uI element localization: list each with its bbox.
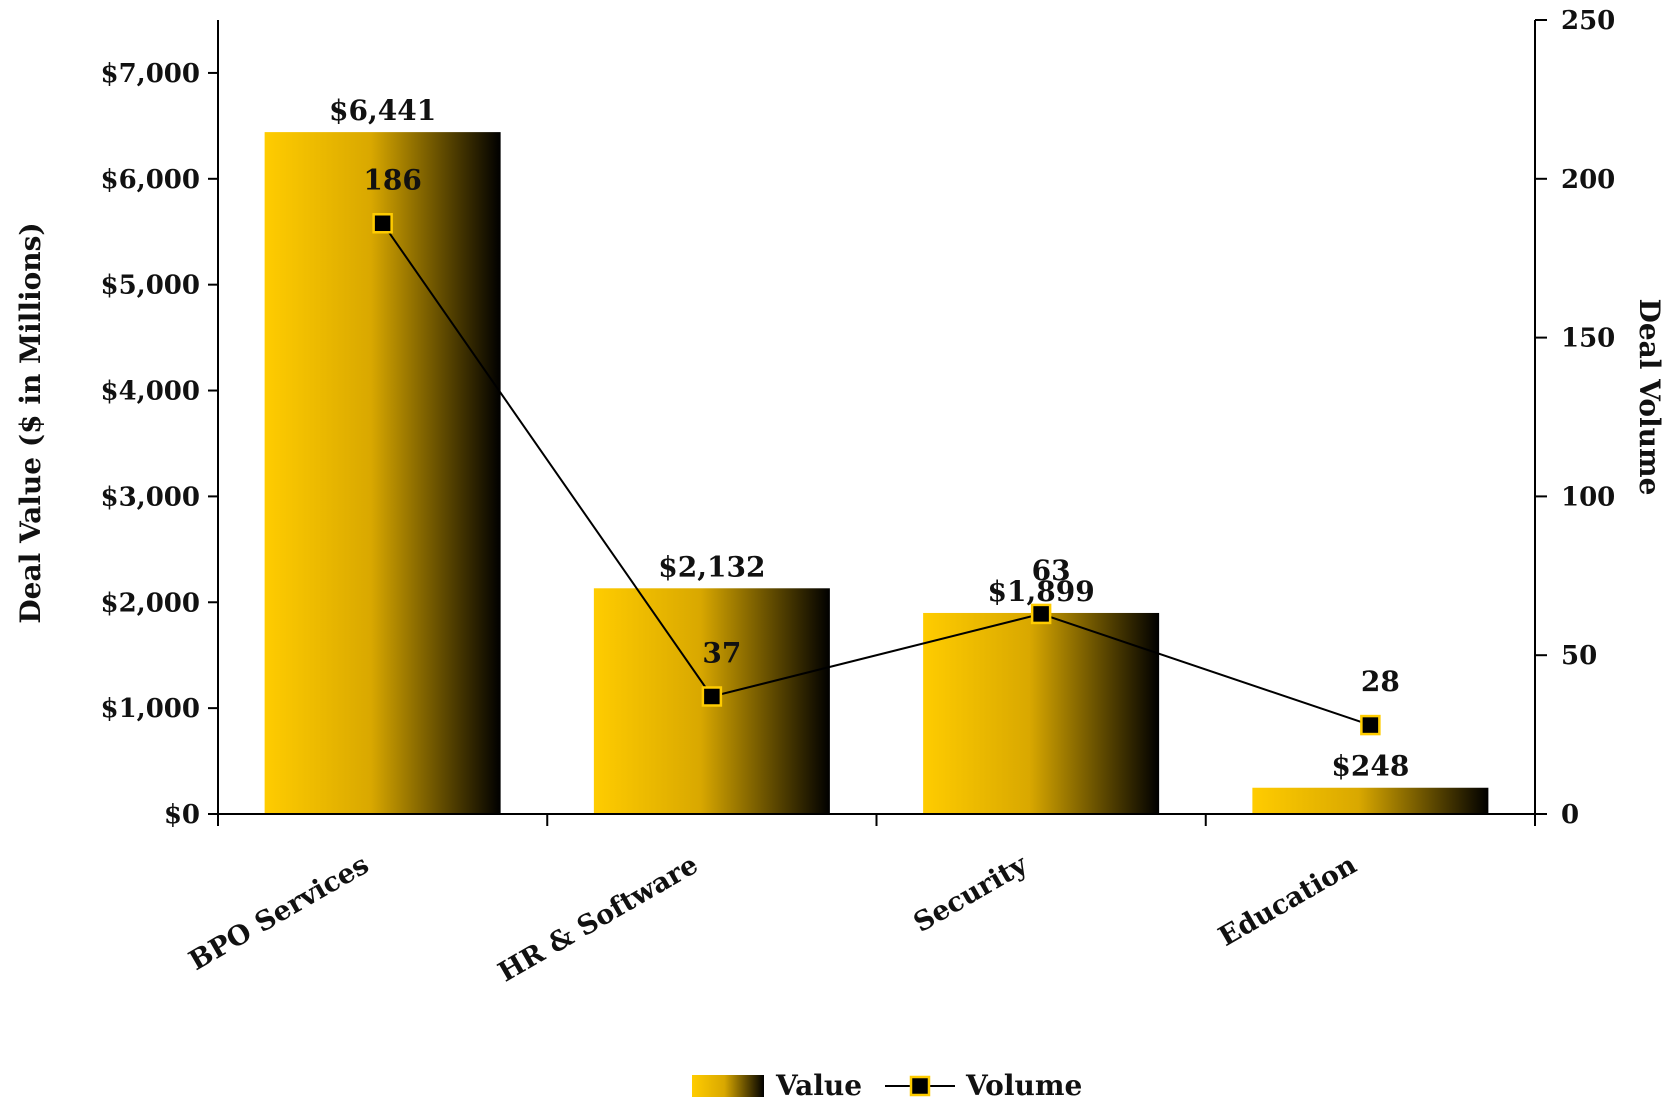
left-tick-label: $5,000 xyxy=(100,271,200,301)
axes-layer: $0 $1,000 $2,000 $3,000 $4,000 $5,000 $6,000 $7… xyxy=(14,6,1666,988)
line-layer xyxy=(372,213,1381,736)
legend: Value Volume xyxy=(692,1069,1082,1102)
right-tick-label: 0 xyxy=(1561,800,1579,830)
right-tick-label: 50 xyxy=(1561,641,1597,671)
category-label: Education xyxy=(1214,849,1363,953)
left-tick-label: $0 xyxy=(164,800,200,830)
legend-swatch-value xyxy=(692,1075,764,1097)
category-label: BPO Services xyxy=(184,849,374,977)
bar-4 xyxy=(1252,787,1489,814)
bars-layer xyxy=(264,132,1489,814)
volume-value-label: 37 xyxy=(702,636,741,669)
legend-label-volume: Volume xyxy=(965,1069,1082,1102)
bar-value-label: $6,441 xyxy=(329,94,436,127)
volume-value-label: 28 xyxy=(1361,665,1400,698)
y-axis-title: Deal Value ($ in Millions) xyxy=(14,222,47,623)
bar-value-label: $2,132 xyxy=(658,550,765,583)
right-tick-label: 150 xyxy=(1561,324,1615,354)
bar-1 xyxy=(264,132,501,814)
labels-layer: $6,441 $2,132 $1,899 $248 186 37 63 28 xyxy=(329,94,1409,783)
left-tick-label: $7,000 xyxy=(100,59,200,89)
bar-value-label: $1,899 xyxy=(988,575,1095,608)
volume-value-label: 63 xyxy=(1032,554,1071,587)
category-label: HR & Software xyxy=(493,849,703,988)
category-label: Security xyxy=(909,849,1034,939)
volume-marker-2 xyxy=(701,686,723,707)
bar-3 xyxy=(923,612,1160,814)
left-tick-label: $1,000 xyxy=(100,694,200,724)
volume-value-label: 186 xyxy=(363,163,421,196)
volume-marker-1 xyxy=(372,213,393,234)
left-tick-label: $3,000 xyxy=(100,482,200,512)
right-tick-label: 100 xyxy=(1561,482,1615,512)
y2-axis-title: Deal Volume xyxy=(1633,299,1666,496)
volume-line xyxy=(381,222,1371,727)
left-tick-label: $4,000 xyxy=(100,377,200,407)
legend-label-value: Value xyxy=(775,1069,862,1102)
legend-marker-volume xyxy=(909,1075,931,1097)
left-tick-label: $6,000 xyxy=(100,165,200,195)
volume-marker-4 xyxy=(1360,714,1381,736)
right-tick-label: 250 xyxy=(1561,6,1615,36)
volume-marker-3 xyxy=(1030,603,1052,625)
right-tick-label: 200 xyxy=(1561,165,1615,195)
bar-value-label: $248 xyxy=(1331,750,1409,783)
left-tick-label: $2,000 xyxy=(100,588,200,618)
